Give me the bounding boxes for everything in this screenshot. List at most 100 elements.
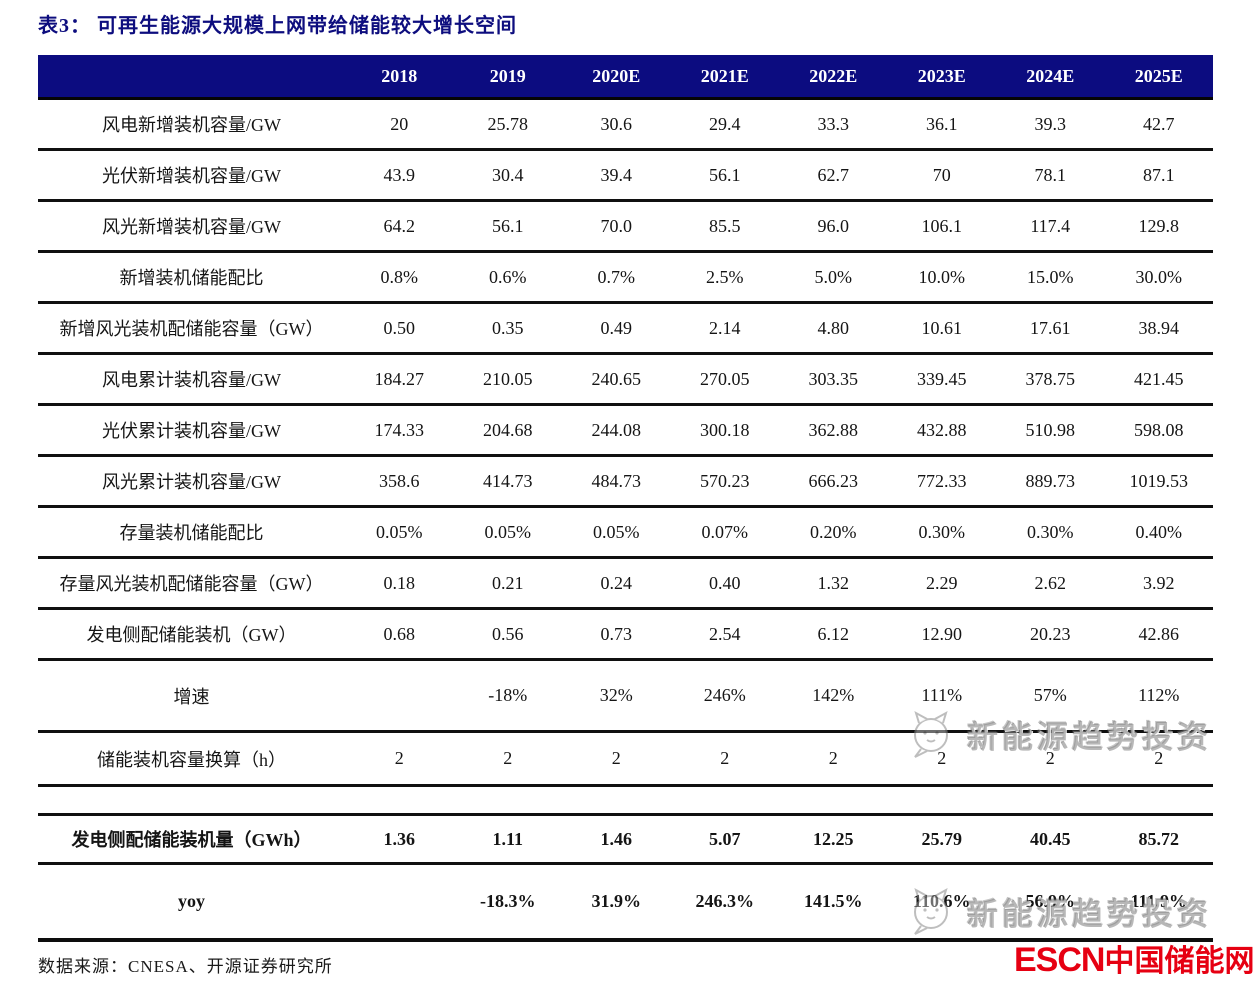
table-cell: 570.23 bbox=[700, 470, 750, 491]
table-row: 风电累计装机容量/GW 184.27 210.05 240.65 270.05 303.3… bbox=[38, 355, 1213, 406]
table-cell: -18% bbox=[488, 685, 528, 705]
table-cell: 1.11 bbox=[492, 828, 523, 849]
table-cell: 42.86 bbox=[1138, 623, 1180, 644]
table-cell: 10.61 bbox=[921, 317, 963, 338]
table-cell: 62.7 bbox=[817, 164, 850, 185]
table-cell: 64.2 bbox=[383, 215, 416, 236]
row-label: 存量风光装机配储能容量（GW） bbox=[59, 574, 324, 594]
row-label: 风电新增装机容量/GW bbox=[102, 115, 281, 135]
table-cell: 0.35 bbox=[492, 317, 524, 338]
table-cell: 270.05 bbox=[700, 368, 750, 389]
table-cell: 20 bbox=[390, 113, 409, 134]
table-cell: 106.1 bbox=[921, 215, 963, 236]
table-cell: 30.4 bbox=[492, 164, 524, 185]
table-cell: 772.33 bbox=[917, 470, 967, 491]
table-cell: 2 bbox=[611, 748, 621, 768]
row-label: yoy bbox=[178, 891, 205, 911]
table-bottom-rule bbox=[38, 938, 1213, 942]
table-cell: 20.23 bbox=[1030, 623, 1071, 644]
table-cell: 0.21 bbox=[492, 572, 524, 593]
row-label: 风光新增装机容量/GW bbox=[102, 217, 281, 237]
escn-logo: ESCN 中国储能网 bbox=[1014, 936, 1254, 980]
table-row: 风电新增装机容量/GW 20 25.78 30.6 29.4 33.3 36.1 39.3 42… bbox=[38, 100, 1213, 151]
table-cell: 889.73 bbox=[1025, 470, 1076, 491]
table-cell: 0.6% bbox=[489, 266, 527, 287]
table-cell: 78.1 bbox=[1034, 164, 1067, 185]
table-cell: 246% bbox=[703, 685, 746, 705]
table-cell: 484.73 bbox=[591, 470, 642, 491]
table-cell: 2 bbox=[1045, 748, 1055, 768]
table-cell: 111.9% bbox=[1130, 891, 1187, 911]
table-row: 风光累计装机容量/GW 358.6 414.73 484.73 570.23 666.23… bbox=[38, 457, 1213, 508]
table-row: 新增风光装机配储能容量（GW） 0.50 0.35 0.49 2.14 4.80 10.61… bbox=[38, 304, 1213, 355]
table-cell: 12.25 bbox=[813, 828, 854, 849]
table-cell: 12.90 bbox=[921, 623, 963, 644]
table-cell: 141.5% bbox=[804, 891, 863, 911]
table-cell: 339.45 bbox=[917, 368, 967, 389]
row-label: 发电侧配储能装机量（GWh） bbox=[71, 830, 312, 850]
table-cell: 42.7 bbox=[1143, 113, 1175, 134]
header-cell-year: 2022E bbox=[809, 65, 858, 86]
table-cell: 2.62 bbox=[1034, 572, 1067, 593]
header-cell-year: 2025E bbox=[1134, 65, 1183, 86]
row-label: 风光累计装机容量/GW bbox=[102, 472, 281, 492]
header-cell-year: 2020E bbox=[592, 65, 641, 86]
table-cell: 30.6 bbox=[600, 113, 633, 134]
table-cell: 210.05 bbox=[483, 368, 533, 389]
table-cell: 2 bbox=[720, 748, 730, 768]
table-cell: 300.18 bbox=[700, 419, 750, 440]
table-cell: 0.18 bbox=[383, 572, 416, 593]
table-cell: 0.05% bbox=[376, 521, 423, 542]
header-cell-year: 2023E bbox=[917, 65, 966, 86]
table-cell: 414.73 bbox=[483, 470, 533, 491]
table-row: 增速 -18% 32% 246% 142% 111% 57% 112% bbox=[38, 661, 1213, 733]
table-cell: 0.30% bbox=[918, 521, 966, 542]
table-cell: 0.68 bbox=[383, 623, 416, 644]
table-cell: 244.08 bbox=[591, 419, 642, 440]
row-label: 光伏新增装机容量/GW bbox=[102, 166, 281, 186]
table-cell: 70 bbox=[932, 164, 951, 185]
table-title: 表3： 可再生能源大规模上网带给储能较大增长空间 bbox=[38, 15, 517, 37]
header-cell-year: 2021E bbox=[700, 65, 749, 86]
row-label: 储能装机容量换算（h） bbox=[97, 749, 286, 770]
table-row: 存量风光装机配储能容量（GW） 0.18 0.21 0.24 0.40 1.32 2.29 2… bbox=[38, 559, 1213, 610]
table-cell: 303.35 bbox=[808, 368, 859, 389]
table-cell: 85.5 bbox=[709, 215, 741, 236]
table-cell: 112% bbox=[1138, 685, 1180, 705]
row-label: 光伏累计装机容量/GW bbox=[102, 421, 281, 441]
table-cell: 5.07 bbox=[709, 828, 741, 849]
table-cell: 2.54 bbox=[709, 623, 741, 644]
table-cell: 0.30% bbox=[1027, 521, 1074, 542]
table-cell: 33.3 bbox=[817, 113, 850, 134]
table-row: 风光新增装机容量/GW 64.2 56.1 70.0 85.5 96.0 106.1 117.… bbox=[38, 202, 1213, 253]
table-cell: 25.79 bbox=[921, 828, 963, 849]
table-cell: 30.0% bbox=[1135, 266, 1183, 287]
source-note: 数据来源：CNESA、开源证券研究所 bbox=[38, 957, 333, 976]
table-cell: 421.45 bbox=[1134, 368, 1184, 389]
table-cell: 39.4 bbox=[600, 164, 633, 185]
table-cell: 29.4 bbox=[709, 113, 741, 134]
table-cell: 0.8% bbox=[380, 266, 419, 287]
table-cell: 70.0 bbox=[600, 215, 633, 236]
section-gap bbox=[38, 787, 1213, 813]
table-cell: 56.1 bbox=[492, 215, 524, 236]
header-cell-year: 2019 bbox=[489, 65, 526, 86]
table-header-row: 2018 2019 2020E 2021E 2022E 2023E 2024E 2025E bbox=[38, 55, 1213, 100]
escn-logo-cn: 中国储能网 bbox=[1104, 945, 1255, 978]
table-cell: 56.1 bbox=[709, 164, 741, 185]
table-cell: 2.5% bbox=[706, 266, 744, 287]
table-cell: 0.24 bbox=[600, 572, 633, 593]
table-row: 发电侧配储能装机量（GWh） 1.36 1.11 1.46 5.07 12.25 25.79… bbox=[38, 813, 1213, 865]
table-cell: 510.98 bbox=[1025, 419, 1076, 440]
row-label: 新增装机储能配比 bbox=[119, 268, 264, 288]
table-cell: 0.05% bbox=[593, 521, 640, 542]
row-label: 新增风光装机配储能容量（GW） bbox=[59, 319, 324, 339]
table-cell: 0.56 bbox=[492, 623, 524, 644]
table-cell: 36.1 bbox=[926, 113, 958, 134]
table-cell: 129.8 bbox=[1138, 215, 1180, 236]
table-cell: 0.49 bbox=[600, 317, 633, 338]
table-cell: 3.92 bbox=[1143, 572, 1175, 593]
table-cell: 1.32 bbox=[817, 572, 850, 593]
table-cell: 57% bbox=[1033, 685, 1067, 705]
